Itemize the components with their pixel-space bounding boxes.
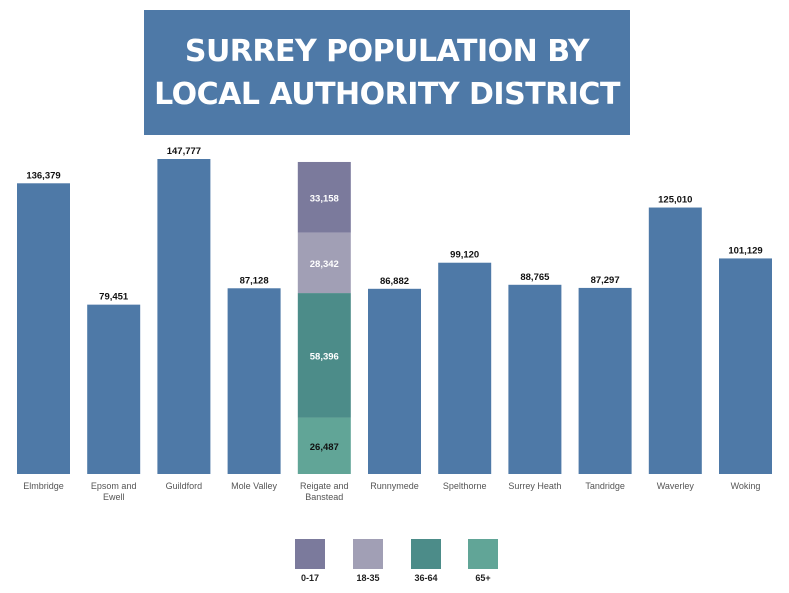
x-tick-label: Tandridge: [585, 481, 625, 491]
bar-guildford: [157, 159, 211, 474]
legend-swatch: [411, 539, 441, 569]
bar-value-label: 86,882: [380, 276, 409, 287]
bar-tandridge: [578, 287, 632, 474]
bar-value-label: 147,777: [167, 146, 201, 157]
legend: 0-17 18-35 36-64 65+: [0, 539, 789, 589]
bar-runnymede: [368, 288, 421, 474]
legend-item-0-17: 0-17: [295, 539, 325, 583]
segment-value-label: 28,342: [310, 259, 339, 270]
x-tick-label: Mole Valley: [231, 481, 277, 491]
legend-swatch: [468, 539, 498, 569]
x-tick-label: Spelthorne: [443, 481, 487, 491]
legend-swatch: [353, 539, 383, 569]
bar-value-label: 79,451: [99, 292, 129, 303]
bar-segment-reigate-and-banstead-18-35: [297, 232, 351, 294]
bar-segment-reigate-and-banstead-36-64: [297, 293, 351, 418]
segment-value-label: 33,158: [310, 193, 339, 204]
bar-value-label: 87,128: [240, 275, 269, 286]
x-tick-label: Epsom and: [91, 481, 137, 491]
legend-item-18-35: 18-35: [353, 539, 383, 583]
legend-item-65: 65+: [468, 539, 498, 583]
x-tick-label: Elmbridge: [23, 481, 64, 491]
x-tick-label: Woking: [731, 481, 761, 491]
x-tick-label: Reigate and: [300, 481, 349, 491]
bar-value-label: 88,765: [520, 272, 550, 283]
x-tick-label: Surrey Heath: [508, 481, 561, 491]
x-tick-label: Waverley: [657, 481, 695, 491]
legend-label: 65+: [475, 573, 491, 583]
bar-surrey-heath: [508, 284, 562, 474]
chart-title: SURREY POPULATION BY LOCAL AUTHORITY DIS…: [154, 33, 620, 112]
bar-value-label: 125,010: [658, 195, 692, 206]
legend-swatch: [295, 539, 325, 569]
legend-label: 0-17: [300, 573, 319, 583]
x-tick-label: Ewell: [103, 492, 125, 502]
x-tick-label: Guildford: [166, 481, 203, 491]
bar-woking: [719, 258, 772, 474]
legend-label: 18-35: [356, 573, 380, 583]
bar-spelthorne: [438, 262, 492, 474]
x-tick-label: Banstead: [305, 492, 343, 502]
bar-segment-reigate-and-banstead-0-17: [297, 161, 351, 233]
bar-mole-valley: [227, 288, 281, 474]
chart-title-banner: SURREY POPULATION BY LOCAL AUTHORITY DIS…: [144, 10, 630, 135]
x-tick-label: Runnymede: [370, 481, 419, 491]
segment-value-label: 58,396: [310, 351, 339, 362]
legend-label: 36-64: [414, 573, 438, 583]
bar-epsom-and-ewell: [87, 304, 141, 474]
bar-value-label: 87,297: [591, 275, 620, 286]
bar-value-label: 99,120: [450, 250, 479, 261]
bar-waverley: [648, 207, 702, 474]
segment-value-label: 26,487: [310, 442, 339, 453]
bar-value-label: 136,379: [26, 170, 60, 181]
bar-elmbridge: [17, 183, 70, 474]
legend-item-36-64: 36-64: [411, 539, 441, 583]
bar-segment-reigate-and-banstead-65: [297, 417, 351, 474]
bar-value-label: 101,129: [728, 245, 762, 256]
